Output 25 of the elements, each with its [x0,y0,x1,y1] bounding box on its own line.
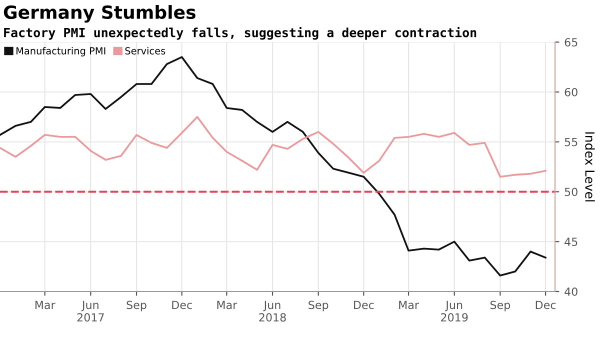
y-tick-label: 65 [564,38,578,47]
y-axis-title: Index Level [585,132,595,202]
x-tick-label: Dec [536,300,556,310]
line-series [0,56,546,276]
chart-title: Germany Stumbles [4,5,196,23]
x-tick-label: Sep [490,300,510,312]
line-series [0,116,546,178]
x-tick-label: Sep [126,300,146,312]
x-tick-label: Mar [399,300,420,310]
legend-label: Manufacturing PMI [16,46,106,56]
x-tick-label: Mar [35,300,56,310]
legend-label: Services [125,46,166,55]
x-tick-label: Sep [308,300,328,312]
y-tick-label: 45 [564,238,578,246]
x-tick-label: Jun 2017 [77,300,104,322]
y-tick-label: 40 [564,287,578,296]
x-tick-label: Dec [354,300,374,310]
y-tick-label: 55 [564,138,578,146]
y-tick-label: 50 [564,188,578,196]
x-tick-label: Mar [217,300,238,310]
x-tick-label: Dec [172,300,192,310]
chart-subtitle: Factory PMI unexpectedly falls, suggesting a deeper contraction [4,26,476,40]
x-tick-label: Jun 2019 [441,300,468,322]
x-tick-label: Jun 2018 [259,300,286,322]
y-tick-label: 60 [564,88,578,96]
